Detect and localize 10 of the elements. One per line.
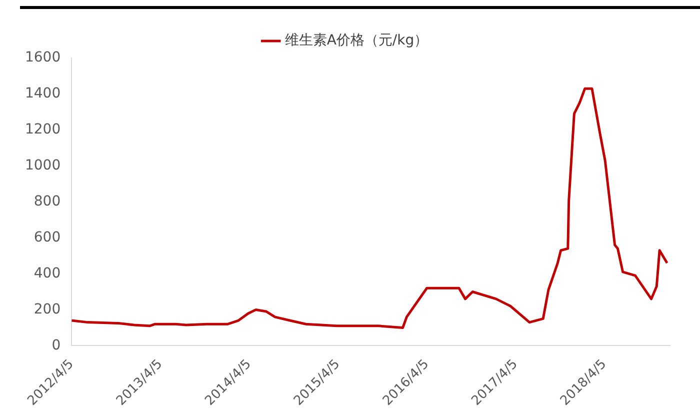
y-tick-label: 400 <box>34 265 61 282</box>
y-tick-label: 1000 <box>24 158 61 174</box>
y-tick-label: 0 <box>52 337 61 354</box>
y-tick-label: 1600 <box>24 50 61 66</box>
y-tick-label: 600 <box>34 229 61 246</box>
y-tick-label: 1400 <box>24 86 61 102</box>
legend-label: 维生素A价格（元/kg） <box>284 32 428 49</box>
y-tick-label: 200 <box>34 301 61 318</box>
y-tick-label: 800 <box>34 193 61 210</box>
y-tick-label: 1200 <box>24 122 61 138</box>
